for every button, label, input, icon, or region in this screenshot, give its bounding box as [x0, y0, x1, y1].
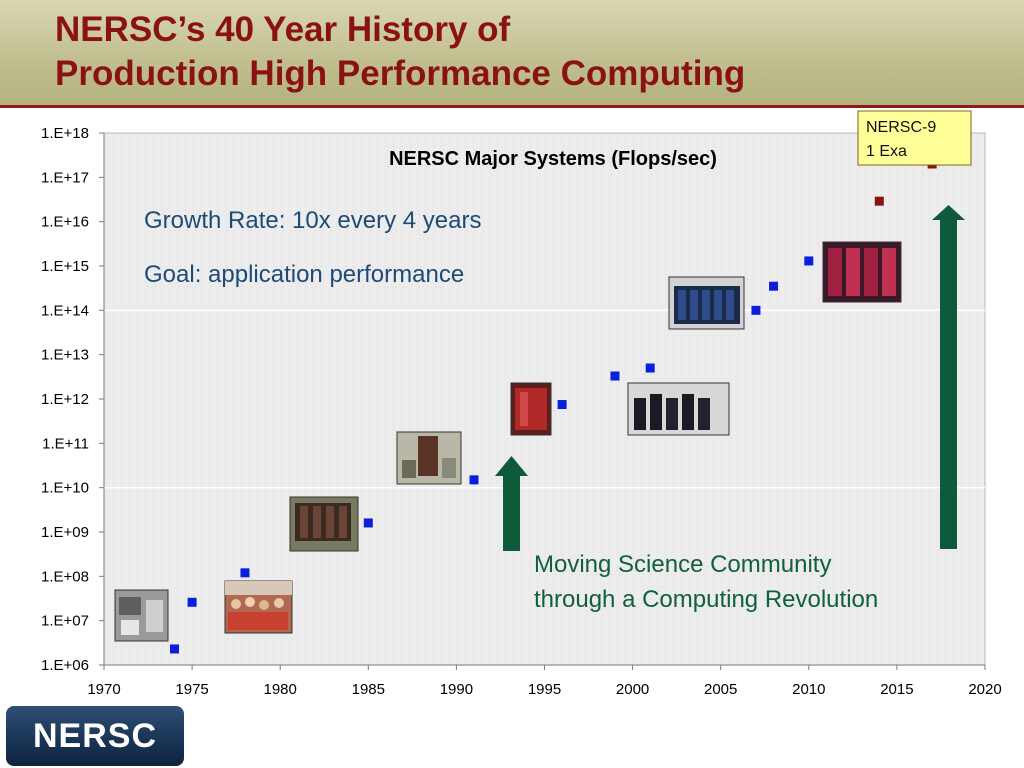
system-photo-1990: [396, 431, 462, 485]
data-point: [169, 644, 179, 654]
y-tick-label: 1.E+11: [42, 435, 89, 452]
x-tick-label: 2005: [704, 681, 737, 698]
nersc9-label-line2: 1 Exa: [866, 143, 907, 160]
chart-title: NERSC Major Systems (Flops/sec): [389, 148, 717, 170]
title-line-2: Production High Performance Computing: [55, 54, 746, 93]
x-tick-label: 1970: [87, 681, 120, 698]
y-tick-label: 1.E+07: [41, 613, 89, 630]
system-photo-1995: [510, 382, 552, 436]
x-tick-label: 1990: [440, 681, 473, 698]
data-point: [769, 281, 779, 291]
moving-note-line1: Moving Science Community: [534, 551, 831, 578]
y-tick-label: 1.E+08: [41, 568, 89, 585]
y-tick-label: 1.E+06: [41, 657, 89, 674]
nersc9-label-line1: NERSC-9: [866, 119, 936, 136]
y-tick-label: 1.E+09: [41, 524, 89, 541]
x-tick-label: 1995: [528, 681, 561, 698]
data-point: [469, 475, 479, 485]
y-tick-label: 1.E+10: [41, 480, 89, 497]
system-photo-2011: [822, 241, 902, 303]
arrow-up-small: [495, 456, 528, 551]
x-tick-label: 2010: [792, 681, 825, 698]
x-tick-label: 1980: [264, 681, 297, 698]
growth-rate-note: Growth Rate: 10x every 4 years: [144, 207, 481, 234]
y-tick-label: 1.E+12: [41, 391, 89, 408]
data-point: [751, 305, 761, 315]
x-tick-label: 2020: [968, 681, 1001, 698]
system-photo-1974: [114, 589, 169, 642]
data-point: [240, 568, 250, 578]
y-tick-label: 1.E+14: [41, 302, 89, 319]
y-tick-label: 1.E+18: [41, 125, 89, 142]
data-point: [363, 518, 373, 528]
system-photo-1977: [224, 580, 293, 634]
system-photo-2006: [668, 276, 745, 330]
data-point: [610, 371, 620, 381]
system-photo-1985: [289, 496, 359, 552]
moving-note-line2: through a Computing Revolution: [534, 586, 878, 613]
slide-header: [0, 0, 1024, 106]
slide-title: NERSC’s 40 Year History of Production Hi…: [55, 8, 745, 96]
y-tick-label: 1.E+15: [41, 258, 89, 275]
arrow-up-large: [932, 205, 965, 549]
x-tick-label: 1975: [175, 681, 208, 698]
x-tick-label: 2015: [880, 681, 913, 698]
x-tick-label: 1985: [352, 681, 385, 698]
data-point: [804, 256, 814, 266]
nersc9-callout: NERSC-9 1 Exa: [857, 110, 972, 166]
system-photo-2001: [627, 382, 730, 436]
title-line-1: NERSC’s 40 Year History of: [55, 10, 511, 49]
x-tick-label: 2000: [616, 681, 649, 698]
goal-note: Goal: application performance: [144, 261, 464, 288]
data-point: [557, 400, 567, 410]
y-tick-label: 1.E+16: [41, 214, 89, 231]
data-point: [645, 363, 655, 373]
y-tick-label: 1.E+13: [41, 347, 89, 364]
data-point: [874, 196, 884, 206]
data-point: [187, 597, 197, 607]
nersc-logo-text: NERSC: [32, 716, 158, 755]
header-divider: [0, 105, 1024, 108]
nersc-logo: NERSC: [6, 706, 184, 766]
y-tick-label: 1.E+17: [41, 169, 89, 186]
